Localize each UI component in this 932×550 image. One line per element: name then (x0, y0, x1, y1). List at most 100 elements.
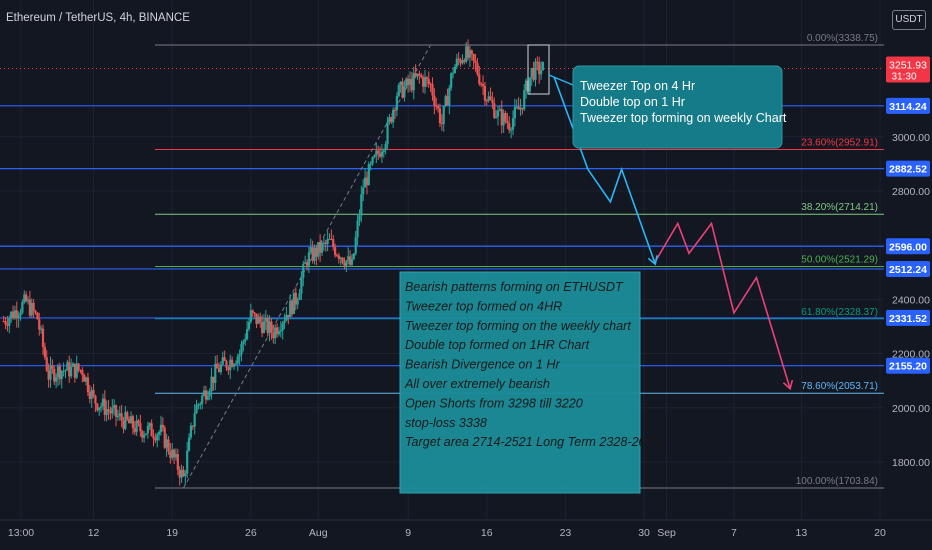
time-tick: 16 (481, 527, 493, 539)
candle-body (26, 299, 30, 302)
candle-body (113, 405, 116, 408)
candle-body (315, 247, 318, 257)
candle-body (88, 392, 91, 400)
candle-body (157, 432, 161, 435)
candle-body (118, 413, 121, 416)
candle-body (114, 405, 118, 418)
time-tick: 20 (874, 527, 886, 539)
candle-body (259, 316, 262, 323)
fib-label: 50.00%(2521.29) (801, 255, 878, 266)
level-badge[interactable] (886, 357, 930, 374)
candle-body (384, 143, 387, 151)
tweezer-callout[interactable] (572, 65, 783, 149)
candle-body (339, 257, 342, 259)
candle-body (163, 427, 166, 448)
candle-body (328, 238, 331, 240)
candle-body (251, 310, 254, 313)
candle-body (199, 403, 202, 405)
candle-body (367, 164, 370, 186)
candle-body (525, 80, 528, 91)
level-badge[interactable] (886, 260, 930, 277)
projection-pink[interactable] (654, 221, 791, 390)
candle-body (354, 237, 357, 254)
time-tick: 30 (638, 527, 650, 539)
candle-body (457, 58, 460, 61)
candle-body (309, 247, 312, 253)
candle-body (408, 78, 412, 86)
candle-body (244, 339, 247, 342)
candle-body (225, 360, 228, 368)
candle-body (75, 363, 78, 378)
candle-body (156, 434, 159, 441)
fib-label: 61.80%(2328.37) (801, 307, 878, 318)
price-tick: 2000.00 (892, 403, 930, 415)
candle-body (435, 105, 438, 107)
currency-button[interactable]: USDT (892, 10, 926, 30)
candle-body (109, 411, 112, 414)
level-badge[interactable] (886, 160, 930, 177)
time-axis[interactable]: 13:00 12 19 26 Aug 9 16 23 30 Sep 7 13 20 (0, 519, 932, 550)
candle-body (111, 407, 114, 414)
candle-body (126, 412, 129, 420)
candle-body (272, 332, 275, 339)
last-price-badge[interactable] (886, 56, 930, 83)
callouts[interactable]: Tweezer Top on 4 Hr Double top on 1 Hr Twe… (399, 65, 787, 494)
tweezer-highlight-box[interactable] (527, 44, 550, 95)
candle-body (433, 95, 436, 106)
candle-body (392, 109, 395, 123)
candle-body (377, 150, 380, 154)
candle-body (107, 409, 110, 412)
candle-body (491, 99, 494, 104)
candle-body (34, 310, 37, 313)
candle-body (41, 328, 45, 347)
candle-body (463, 60, 466, 62)
time-tick: 13 (796, 527, 808, 539)
candle-body (15, 310, 18, 319)
candle-body (541, 61, 545, 71)
candle-body (83, 374, 86, 382)
candle-body (292, 292, 296, 314)
summary-callout[interactable] (399, 271, 641, 494)
candle-body (246, 329, 249, 340)
time-tick: Sep (657, 527, 676, 539)
candle-body (356, 220, 359, 238)
candle-body (2, 321, 5, 323)
candle-body (468, 50, 472, 58)
candle-body (270, 321, 273, 333)
price-tick: 2800.00 (892, 186, 930, 198)
horizontal-levels[interactable] (0, 105, 884, 367)
candle-body (148, 423, 151, 426)
callout-line: Bearish Divergence on 1 Hr (405, 358, 561, 372)
candle-body (373, 155, 376, 158)
candle-body (341, 257, 344, 263)
candle-body (172, 449, 176, 458)
level-badge[interactable] (886, 97, 930, 114)
candle-body (427, 78, 430, 84)
candle-body (79, 369, 82, 371)
candle-body (472, 53, 475, 61)
candle-body (508, 123, 511, 131)
fib-label: 23.60%(2952.91) (801, 138, 878, 149)
candle-body (264, 317, 267, 322)
candle-body (369, 163, 372, 165)
candle-body (335, 255, 339, 257)
candle-body (146, 425, 149, 434)
level-badge[interactable] (886, 309, 930, 326)
candle-body (120, 413, 123, 421)
candle-body (532, 68, 535, 80)
candle-body (135, 420, 138, 433)
candle-body (453, 66, 457, 74)
candle-body (414, 73, 417, 77)
callout-line: All over extremely bearish (404, 377, 550, 391)
price-tick: 3000.00 (892, 132, 930, 144)
level-badge[interactable] (886, 238, 930, 255)
candle-body (450, 73, 453, 88)
candle-body (103, 398, 106, 415)
price-axis[interactable]: 1800.002000.002200.002400.002600.002800.… (884, 0, 932, 520)
candle-body (186, 450, 189, 474)
candle-body (167, 439, 170, 452)
candle-body (498, 109, 501, 111)
candle-body (539, 70, 543, 75)
